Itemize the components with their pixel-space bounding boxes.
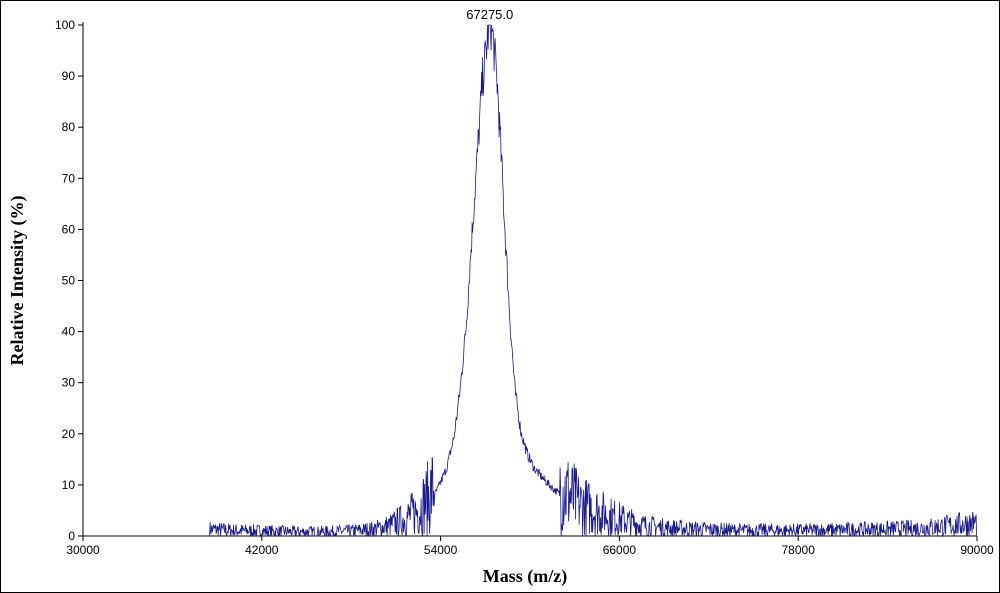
y-tick-label: 0: [68, 529, 75, 543]
y-axis-title: Relative Intensity (%): [7, 196, 28, 366]
y-tick-label: 30: [62, 376, 76, 390]
y-tick-label: 40: [62, 325, 76, 339]
y-tick-label: 50: [62, 274, 76, 288]
y-tick-label: 60: [62, 222, 76, 236]
peak-label: 67275.0: [466, 7, 513, 22]
spectrum-trace-0: [209, 24, 977, 538]
y-tick-label: 100: [55, 18, 75, 32]
y-tick-label: 20: [62, 427, 76, 441]
x-tick-label: 30000: [66, 543, 100, 557]
axes: 0 10 20 30 40 50 60 70 80 90 100 30000 42000 54000 660…: [55, 18, 994, 557]
y-tick-label: 70: [62, 171, 76, 185]
y-tick-label: 80: [62, 120, 76, 134]
x-tick-label: 42000: [245, 543, 279, 557]
x-tick-label: 90000: [960, 543, 994, 557]
y-tick-label: 90: [62, 69, 76, 83]
series-layer: [209, 24, 977, 538]
x-tick-label: 66000: [603, 543, 637, 557]
y-tick-label: 10: [62, 478, 76, 492]
x-tick-label: 78000: [782, 543, 816, 557]
x-axis-title: Mass (m/z): [483, 566, 567, 587]
x-tick-label: 54000: [424, 543, 458, 557]
